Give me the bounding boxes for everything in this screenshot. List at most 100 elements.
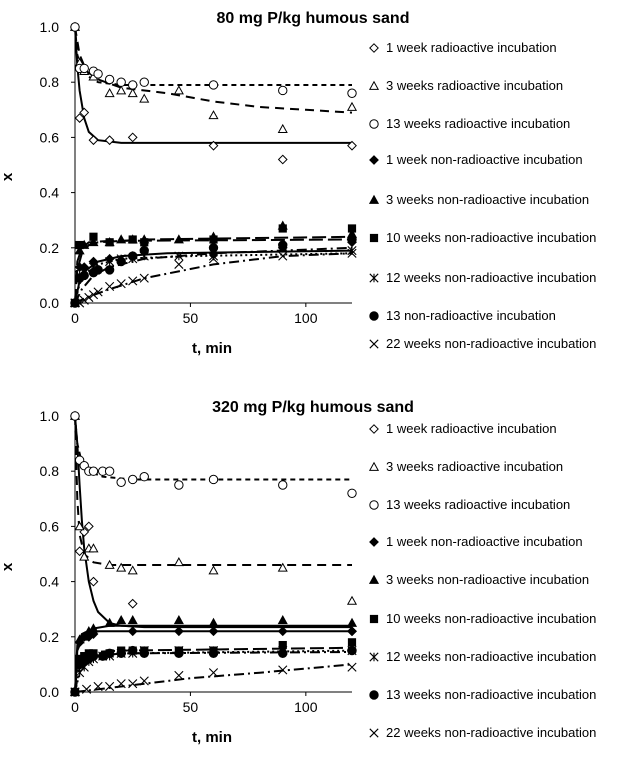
- series-3-points: [70, 411, 357, 498]
- y-axis-label: x: [0, 562, 16, 571]
- data-point: [127, 615, 138, 625]
- data-point: [81, 684, 92, 694]
- data-point: [105, 238, 114, 247]
- y-tick-label: 0.2: [40, 240, 60, 256]
- legend-label: 1 week radioactive incubation: [386, 421, 557, 436]
- legend-symbol: [366, 611, 382, 625]
- legend-symbol: [366, 421, 382, 435]
- diamond-open-legend-marker-shape: [369, 43, 379, 53]
- circle-legend-marker-icon: [369, 690, 379, 700]
- legend-symbol: [366, 497, 382, 511]
- data-point: [104, 466, 115, 476]
- fit-curve-7: [74, 649, 353, 693]
- data-point: [347, 140, 357, 151]
- legend-symbol: [366, 152, 382, 166]
- data-point: [128, 474, 138, 485]
- legend-label: 1 week non-radioactive incubation: [386, 534, 583, 549]
- chart-title: 320 mg P/kg humous sand: [212, 399, 414, 416]
- triangle-legend-marker-shape: [368, 194, 380, 204]
- data-point: [347, 234, 357, 245]
- circle-legend-marker-shape: [369, 690, 379, 700]
- data-point: [173, 85, 184, 95]
- legend-entry: 12 weeks non-radioactive incubation: [366, 649, 624, 664]
- triangle-legend-marker-icon: [368, 194, 380, 204]
- data-point: [208, 243, 219, 253]
- data-point: [173, 615, 184, 625]
- legend-entry: 3 weeks non-radioactive incubation: [366, 192, 624, 207]
- data-point: [208, 648, 219, 659]
- square-legend-marker-shape: [369, 614, 379, 624]
- legend-entry: 13 weeks non-radioactive incubation: [366, 687, 624, 702]
- y-axis-label: x: [0, 172, 16, 181]
- y-tick-label: 0.6: [40, 129, 60, 145]
- series-8-points: [70, 234, 357, 308]
- legend-symbol: [366, 687, 382, 701]
- legend-entry: 13 weeks radioactive incubation: [366, 116, 624, 131]
- series-1-points: [70, 22, 357, 165]
- cross-legend-marker-icon: [369, 728, 379, 738]
- fit-curve-2: [74, 26, 353, 114]
- legend-symbol: [366, 459, 382, 473]
- legend-label: 22 weeks non-radioactive incubation: [386, 336, 597, 351]
- data-point: [89, 232, 98, 241]
- data-point: [128, 235, 137, 244]
- triangle-open-legend-marker-shape: [368, 80, 380, 90]
- data-point: [173, 557, 184, 567]
- data-point: [104, 265, 115, 275]
- data-point: [347, 626, 357, 637]
- data-point: [116, 85, 127, 95]
- x-tick-label: 100: [294, 310, 318, 326]
- data-point: [116, 279, 126, 289]
- cross-legend-marker-shape: [369, 728, 379, 738]
- legend-entry: 13 weeks radioactive incubation: [366, 497, 624, 512]
- data-point: [277, 615, 288, 625]
- data-point: [139, 676, 149, 686]
- series-7-points: [70, 243, 357, 308]
- y-tick-label: 0.0: [40, 684, 60, 700]
- x-tick-label: 50: [183, 699, 199, 715]
- legend-symbol: [366, 308, 382, 322]
- diamond-open-legend-marker-icon: [369, 424, 379, 434]
- data-point: [127, 626, 138, 637]
- legend-symbol: [366, 725, 382, 739]
- data-point: [139, 273, 149, 283]
- legend-label: 10 weeks non-radioactive incubation: [386, 611, 597, 626]
- data-point: [79, 107, 90, 118]
- legend-entry: 13 non-radioactive incubation: [366, 308, 624, 323]
- data-point: [278, 224, 287, 233]
- data-point: [128, 679, 138, 689]
- data-point: [88, 135, 99, 146]
- legend-entry: 3 weeks radioactive incubation: [366, 459, 624, 474]
- y-tick-label: 0.4: [40, 185, 60, 201]
- data-point: [346, 101, 358, 111]
- data-point: [83, 521, 94, 532]
- data-point: [277, 154, 288, 165]
- data-point: [140, 238, 149, 247]
- data-point: [88, 576, 99, 587]
- y-tick-label: 1.0: [40, 408, 60, 424]
- data-point: [116, 256, 126, 267]
- data-point: [116, 77, 126, 87]
- data-point: [277, 626, 288, 637]
- data-point: [79, 631, 90, 641]
- data-point: [208, 254, 219, 264]
- legend-symbol: [366, 534, 382, 548]
- data-point: [278, 251, 288, 261]
- data-point: [128, 276, 138, 286]
- data-point: [174, 670, 184, 681]
- data-point: [104, 88, 115, 98]
- diamond-open-legend-marker-shape: [369, 424, 379, 434]
- legend-label: 10 weeks non-radioactive incubation: [386, 230, 597, 245]
- data-point: [74, 521, 85, 531]
- data-point: [347, 638, 357, 647]
- circle-open-legend-marker-icon: [369, 500, 379, 510]
- data-point: [139, 245, 149, 256]
- data-point: [74, 546, 85, 557]
- legend-label: 3 weeks radioactive incubation: [386, 78, 564, 93]
- triangle-legend-marker-shape: [368, 574, 380, 584]
- data-point: [173, 234, 184, 244]
- legend-entry: 1 week radioactive incubation: [366, 421, 624, 436]
- legend-entry: 22 weeks non-radioactive incubation: [366, 336, 624, 351]
- data-point: [277, 123, 288, 133]
- data-point: [127, 598, 138, 609]
